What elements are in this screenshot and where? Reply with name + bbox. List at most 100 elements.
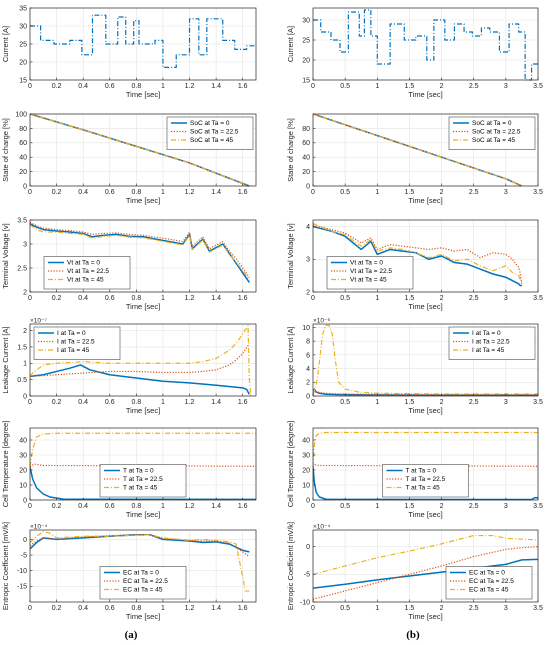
legend-entry: Vt at Ta = 45 [350, 277, 387, 284]
y-tick-label: 100 [15, 111, 27, 118]
axes-box [312, 113, 539, 187]
x-axis-label: Time [sec] [408, 196, 442, 205]
x-tick-label: 3.5 [533, 83, 543, 90]
y-tick-label: 15 [302, 77, 310, 84]
legend-entry: I at Ta = 0 [57, 330, 86, 337]
x-tick-label: 0 [311, 503, 315, 510]
y-tick-label: 60 [302, 140, 310, 147]
x-tick-label: 1.5 [405, 605, 415, 612]
y-tick-label: 20 [302, 467, 310, 474]
x-tick-label: 3.5 [533, 189, 543, 196]
y-axis-label: Entropic Coefficient [mV/k] [1, 522, 10, 610]
y-axis-exponent: ×10⁻⁶ [313, 318, 330, 325]
x-tick-label: 0.8 [131, 503, 141, 510]
x-tick-label: 1.6 [238, 503, 248, 510]
x-tick-label: 2.5 [469, 605, 479, 612]
x-tick-label: 1 [161, 399, 165, 406]
y-tick-label: 2.5 [17, 265, 27, 272]
x-tick-label: 0.5 [340, 503, 350, 510]
y-tick-label: 3 [306, 257, 310, 264]
x-tick-label: 1.4 [211, 83, 221, 90]
x-axis-label: Time [sec] [126, 302, 160, 311]
x-tick-label: 1.2 [185, 399, 195, 406]
y-tick-label: 6 [306, 352, 310, 359]
series-line-i-at-ta-0 [30, 364, 251, 395]
series-line-i-at-ta-22-5 [30, 343, 250, 377]
legend: I at Ta = 0 I at Ta = 22.5I at Ta = 45 [448, 326, 536, 360]
legend-entry: Vt at Ta = 0 [67, 260, 100, 267]
series-line-soc-at-ta-22-5 [313, 113, 523, 187]
x-axis-label: Time [sec] [126, 90, 160, 99]
x-tick-label: 0.8 [131, 83, 141, 90]
y-axis-exponent: ×10⁻⁷ [30, 318, 47, 325]
legend-entry: SoC at Ta = 22.5 [190, 129, 239, 136]
plot-b3: 0 0.5 1 1.5 2 2.5 3 3.5 2 3 4 Time [sec] Terminal Vo… [286, 219, 543, 311]
x-axis-label: Time [sec] [408, 302, 442, 311]
x-tick-label: 1 [375, 83, 379, 90]
x-tick-label: 2 [440, 399, 444, 406]
series-line-vt-at-ta-45 [313, 222, 523, 283]
legend-entry: T at Ta = 45 [406, 485, 441, 492]
plot-b6: 0 0.5 1 1.5 2 2.5 3 3.5 -10 -5 0 ×10⁻⁴ Time [sec] Ent… [286, 522, 543, 621]
y-tick-label: 4 [306, 224, 310, 231]
series-line-i-at-ta-45 [30, 325, 252, 397]
y-tick-label: 10 [302, 325, 310, 332]
legend: EC at Ta = 0EC at Ta = 22.5 EC at Ta = 45 [445, 566, 533, 600]
x-tick-label: 3 [504, 83, 508, 90]
x-tick-label: 0.4 [78, 189, 88, 196]
legend-entry: I at Ta = 0 [472, 330, 501, 337]
x-tick-label: 0 [28, 605, 32, 612]
x-tick-label: 0.4 [78, 83, 88, 90]
legend: Vt at Ta = 0Vt at Ta = 22.5 Vt at Ta = 45 [43, 256, 131, 290]
x-tick-label: 0.5 [340, 399, 350, 406]
y-tick-label: 0 [306, 393, 310, 400]
x-tick-label: 0 [28, 189, 32, 196]
y-tick-label: 20 [302, 169, 310, 176]
series-line-t-at-ta-0 [30, 466, 256, 501]
y-tick-label: 80 [19, 126, 27, 133]
plot-a6: 0 0.2 0.4 0.6 0.8 1 1.2 1.4 1.6-15-10-50×10⁻⁴Tim… [1, 522, 257, 621]
x-tick-label: 1.6 [238, 605, 248, 612]
x-tick-label: 1.5 [405, 503, 415, 510]
y-axis-label: Cell Temperature [degree] [286, 421, 295, 508]
plot-b1: 0 0.5 1 1.5 2 2.5 3 3.5 15 20 25 30 Time [sec] Curren… [286, 7, 543, 99]
plot-b2: 0 0.5 1 1.5 2 2.5 3 3.5 0 20 40 60 80 Time [sec] State… [286, 113, 543, 205]
plot-a1: 0 0.2 0.4 0.6 0.8 1 1.2 1.4 1.6 15 20 25 30 35 Time [s… [1, 5, 257, 99]
x-tick-label: 0.6 [105, 399, 115, 406]
y-tick-label: 2 [306, 289, 310, 296]
x-tick-label: 0 [28, 83, 32, 90]
x-tick-label: 3 [504, 295, 508, 302]
x-tick-label: 0 [311, 83, 315, 90]
y-tick-label: -15 [17, 584, 27, 591]
x-tick-label: 0.2 [52, 503, 62, 510]
legend-entry: T at Ta = 0 [406, 468, 437, 475]
plot-a5: 0 0.2 0.4 0.6 0.8 1 1.2 1.4 1.6 0 10 20 30 40 Time [se… [1, 421, 257, 519]
x-tick-label: 0.6 [105, 605, 115, 612]
y-tick-label: 30 [19, 23, 27, 30]
x-tick-label: 3.5 [533, 605, 543, 612]
x-tick-label: 1.4 [211, 605, 221, 612]
x-tick-label: 1 [375, 605, 379, 612]
x-tick-label: 1.4 [211, 189, 221, 196]
legend-entry: SoC at Ta = 0 [472, 120, 512, 127]
legend-entry: EC at Ta = 45 [469, 587, 509, 594]
y-tick-label: 3.5 [17, 217, 27, 224]
x-tick-label: 1 [161, 605, 165, 612]
x-tick-label: 0 [28, 399, 32, 406]
x-tick-label: 0.6 [105, 83, 115, 90]
x-tick-label: 0.6 [105, 189, 115, 196]
x-tick-label: 1.4 [211, 503, 221, 510]
x-tick-label: 0 [28, 295, 32, 302]
y-tick-label: 20 [302, 57, 310, 64]
axes-box [312, 219, 539, 293]
x-tick-label: 0.5 [340, 605, 350, 612]
y-axis-label: Terminal Voltage [v] [1, 223, 10, 288]
y-tick-label: -10 [300, 599, 310, 606]
legend-entry: SoC at Ta = 45 [472, 137, 515, 144]
y-tick-label: 30 [19, 452, 27, 459]
y-tick-label: -5 [304, 572, 310, 579]
y-axis-label: Cell Temperature [degree] [1, 421, 10, 508]
